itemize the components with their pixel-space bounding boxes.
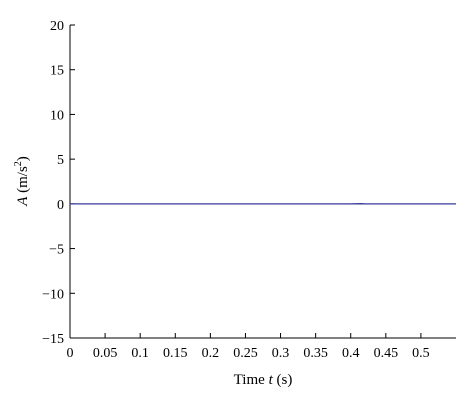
- x-tick-label: 0: [67, 346, 74, 361]
- y-tick-label: 0: [57, 198, 64, 213]
- x-tick-label: 0.15: [163, 346, 188, 361]
- x-tick-label: 0.45: [374, 346, 399, 361]
- x-tick-label: 0.2: [202, 346, 220, 361]
- x-tick-label: 0.5: [412, 346, 430, 361]
- y-tick-label: 10: [50, 108, 64, 123]
- x-ticks: 0 0.05 0.1 0.15 0.2 0.25 0.3 0.35 0.4 0.45 0.5: [67, 333, 430, 361]
- y-tick-label: 5: [57, 153, 64, 168]
- x-tick-label: 0.25: [233, 346, 258, 361]
- x-tick-label: 0.35: [303, 346, 328, 361]
- plot-frame: [69, 25, 456, 339]
- y-ticks: −15 −10 −5 0 5 10 15 20: [42, 19, 75, 347]
- y-tick-label: 20: [50, 19, 64, 34]
- x-tick-label: 0.05: [93, 346, 118, 361]
- y-axis-title: A (m/s2): [13, 156, 31, 207]
- x-axis-title: Time t (s): [234, 372, 293, 388]
- y-tick-label: −15: [42, 332, 64, 347]
- x-tick-label: 0.3: [272, 346, 290, 361]
- x-tick-label: 0.1: [131, 346, 149, 361]
- y-tick-label: −10: [42, 287, 64, 302]
- y-tick-label: 15: [50, 64, 64, 79]
- x-tick-label: 0.4: [342, 346, 360, 361]
- y-tick-label: −5: [49, 243, 64, 258]
